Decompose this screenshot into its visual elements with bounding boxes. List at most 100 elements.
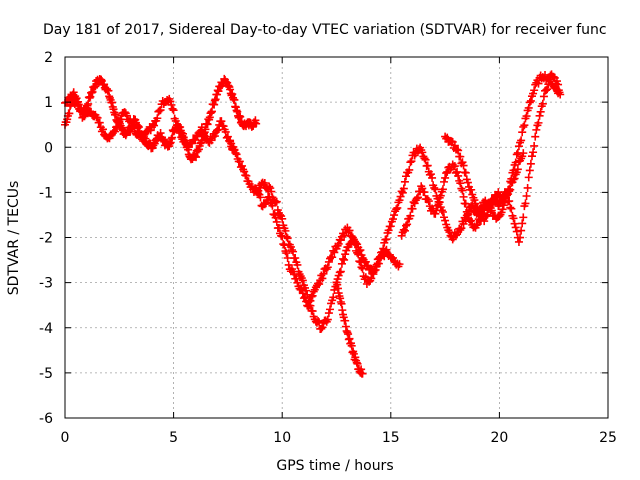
series-track-C — [226, 70, 565, 333]
data-point — [371, 265, 380, 274]
data-point — [420, 188, 429, 197]
data-point — [456, 179, 465, 188]
data-point — [453, 145, 462, 154]
data-point — [307, 292, 316, 301]
data-point — [358, 369, 367, 378]
data-point — [511, 223, 520, 232]
data-point — [309, 287, 318, 296]
data-point — [535, 111, 544, 120]
data-point — [423, 161, 432, 170]
data-points — [61, 70, 565, 378]
data-point — [434, 200, 443, 209]
data-point — [168, 133, 177, 142]
data-point — [308, 307, 317, 316]
data-point — [166, 97, 175, 106]
axis-ticks — [64, 56, 609, 419]
data-point — [280, 241, 289, 250]
data-point — [522, 112, 531, 121]
data-point — [473, 204, 482, 213]
data-point — [298, 276, 307, 285]
data-point — [524, 173, 533, 182]
x-axis-label: GPS time / hours — [276, 458, 393, 474]
data-point — [438, 208, 447, 217]
data-point — [340, 255, 349, 264]
y-tick-label: -4 — [39, 321, 53, 337]
data-point — [467, 185, 476, 194]
data-point — [207, 107, 216, 116]
data-point — [353, 248, 362, 257]
data-point — [505, 187, 514, 196]
data-point — [453, 167, 462, 176]
x-tick-labels: 0 5 10 15 20 25 — [61, 430, 617, 446]
data-point — [304, 302, 313, 311]
data-point — [420, 154, 429, 163]
data-point — [197, 123, 206, 132]
x-tick-label: 10 — [273, 430, 291, 446]
data-point — [531, 132, 540, 141]
data-point — [355, 257, 364, 266]
y-tick-label: -5 — [39, 366, 53, 382]
data-point — [177, 133, 186, 142]
x-tick-label: 5 — [169, 430, 178, 446]
data-point — [506, 185, 515, 194]
data-point — [499, 198, 508, 207]
data-point — [278, 214, 287, 223]
data-point — [388, 215, 397, 224]
data-point — [440, 177, 449, 186]
data-point — [539, 92, 548, 101]
series-track-B — [61, 92, 239, 155]
data-point — [265, 182, 274, 191]
data-point — [392, 205, 401, 214]
data-point — [339, 254, 348, 263]
data-point — [405, 165, 414, 174]
data-point — [461, 199, 470, 208]
data-point — [99, 125, 108, 134]
data-point — [116, 115, 125, 124]
data-point — [461, 168, 470, 177]
data-point — [242, 171, 251, 180]
y-tick-label: -1 — [39, 185, 53, 201]
data-point — [418, 148, 427, 157]
data-point — [482, 212, 491, 221]
data-point — [156, 106, 165, 115]
data-point — [516, 233, 525, 242]
y-tick-label: 1 — [44, 95, 53, 111]
data-point — [293, 278, 302, 287]
data-point — [374, 259, 383, 268]
series-track-F — [397, 70, 563, 246]
data-point — [519, 149, 528, 158]
data-point — [93, 113, 102, 122]
data-point — [543, 85, 552, 94]
data-point — [278, 232, 287, 241]
data-point — [459, 219, 468, 228]
data-point — [534, 118, 543, 127]
data-point — [442, 169, 451, 178]
data-point — [519, 213, 528, 222]
data-point — [403, 220, 412, 229]
data-point — [274, 223, 283, 232]
data-point — [252, 119, 261, 128]
data-point — [527, 152, 536, 161]
data-point — [319, 269, 328, 278]
data-point — [402, 221, 411, 230]
data-point — [65, 109, 74, 118]
data-point — [441, 173, 450, 182]
x-tick-label: 20 — [490, 430, 508, 446]
data-point — [226, 136, 235, 145]
data-point — [356, 258, 365, 267]
data-point — [467, 216, 476, 225]
data-point — [382, 245, 391, 254]
data-point — [518, 128, 527, 137]
data-point — [507, 204, 516, 213]
data-point — [281, 226, 290, 235]
data-point — [153, 114, 162, 123]
data-point — [167, 100, 176, 109]
data-point — [329, 293, 338, 302]
data-point — [542, 86, 551, 95]
data-point — [534, 79, 543, 88]
data-point — [393, 203, 402, 212]
data-point — [265, 192, 274, 201]
data-point — [267, 187, 276, 196]
data-point — [345, 226, 354, 235]
data-point — [318, 323, 327, 332]
